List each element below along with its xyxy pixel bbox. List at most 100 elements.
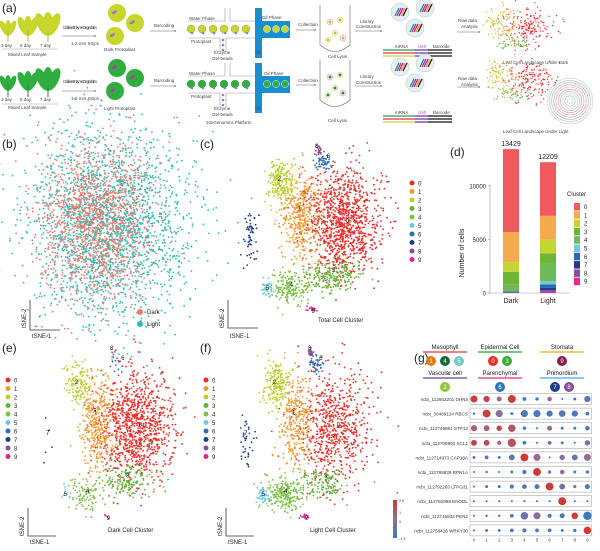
light-point [81, 235, 83, 237]
dark-point [141, 199, 143, 201]
cluster-0-point [324, 223, 326, 225]
light-point [150, 265, 152, 267]
light-point [102, 275, 104, 277]
dark-point [121, 268, 123, 270]
dark-point [128, 236, 130, 238]
light-point [57, 191, 59, 193]
light-point [20, 219, 22, 221]
dark-point [105, 205, 107, 207]
light-point [122, 302, 124, 304]
dark-point [49, 287, 51, 289]
dark-point [110, 288, 112, 290]
light-point [76, 230, 78, 232]
cluster-0-point [328, 188, 330, 190]
light-point [166, 180, 168, 182]
light-point [139, 165, 141, 167]
cluster-0-point [374, 199, 376, 201]
dark-point [101, 308, 103, 310]
dark-point [56, 189, 58, 191]
dark-point [113, 217, 115, 219]
light-point [135, 292, 137, 294]
dark-point [116, 239, 118, 241]
light-point [94, 176, 96, 178]
dark-point [66, 244, 68, 246]
dark-point [63, 197, 65, 199]
light-point [149, 249, 151, 251]
dark-point [103, 244, 105, 246]
light-point [147, 195, 149, 197]
light-point [119, 254, 121, 256]
cluster-0-point [373, 184, 375, 186]
light-point [133, 114, 135, 116]
dark-point [143, 209, 145, 211]
light-point [127, 212, 129, 214]
cluster-0-point [344, 180, 346, 182]
light-point [93, 112, 95, 114]
light-point [104, 176, 106, 178]
mixed-leaf-sample-label: Mixed Leaf Sample [8, 52, 47, 57]
dark-point [47, 243, 49, 245]
dark-point [91, 208, 93, 210]
light-point [164, 254, 166, 256]
light-point [94, 316, 96, 318]
dark-point [101, 210, 103, 212]
light-point [76, 233, 78, 235]
light-point [116, 162, 118, 164]
light-point [40, 293, 42, 295]
cluster-0-point [347, 185, 349, 187]
dark-point [138, 265, 140, 267]
light-point [170, 278, 172, 280]
dark-point [122, 160, 124, 162]
cluster-0-point [332, 172, 334, 174]
light-point [119, 276, 121, 278]
light-point [153, 235, 155, 237]
dark-point [64, 245, 66, 247]
light-point [76, 338, 78, 340]
dark-point [87, 266, 89, 268]
dark-point [98, 245, 100, 247]
light-point [168, 133, 170, 135]
cluster-0-point [354, 199, 356, 201]
cluster-0-point [361, 222, 363, 224]
light-point [123, 263, 125, 265]
light-point [15, 224, 17, 226]
light-point [52, 251, 54, 253]
light-point [87, 99, 89, 101]
dark-point [75, 266, 77, 268]
cluster-0-point [332, 202, 334, 204]
dark-point [65, 260, 67, 262]
cluster-0-point [352, 179, 354, 181]
light-point [141, 172, 143, 174]
light-point [178, 260, 180, 262]
dark-point [55, 270, 57, 272]
cluster-1-point [319, 228, 321, 230]
cluster-0-point [372, 224, 374, 226]
dark-point [58, 174, 60, 176]
cluster-0-point [350, 253, 352, 255]
dark-point [34, 236, 36, 238]
light-point [66, 149, 68, 151]
light-point [90, 164, 92, 166]
cluster-0-point [326, 260, 328, 262]
light-point [123, 226, 125, 228]
light-point [96, 175, 98, 177]
dark-point [107, 264, 109, 266]
light-point [151, 189, 153, 191]
dark-point [88, 227, 90, 229]
light-point [49, 223, 51, 225]
cluster-0-point [380, 182, 382, 184]
light-point [176, 161, 178, 163]
light-point [185, 281, 187, 283]
dark-point [46, 205, 48, 207]
dark-point [115, 227, 117, 229]
light-point [24, 202, 26, 204]
light-point [152, 202, 154, 204]
light-point [73, 146, 75, 148]
dark-point [132, 189, 134, 191]
dark-point [102, 308, 104, 310]
light-point [92, 152, 94, 154]
dark-point [78, 272, 80, 274]
light-point [136, 137, 138, 139]
cluster-0-point [349, 224, 351, 226]
dark-point [47, 214, 49, 216]
